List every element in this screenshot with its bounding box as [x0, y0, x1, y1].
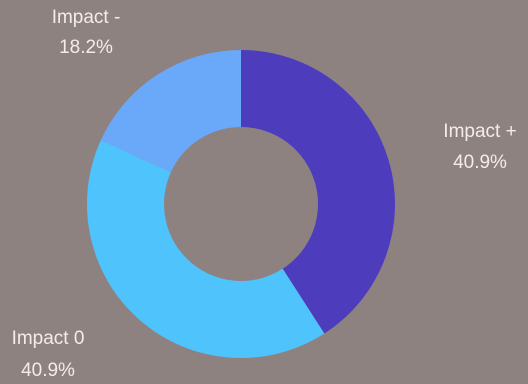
slice-label-impact-minus: Impact - — [52, 7, 121, 28]
slice-label-impact-plus: Impact + — [443, 121, 516, 142]
donut-slices — [86, 50, 395, 358]
slice-impact-zero — [86, 140, 325, 358]
slice-percent-impact-zero: 40.9% — [21, 360, 75, 381]
slice-impact-plus — [241, 50, 395, 334]
slice-impact-minus — [100, 50, 241, 173]
slice-percent-impact-plus: 40.9% — [453, 152, 507, 173]
slice-label-impact-zero: Impact 0 — [12, 328, 85, 349]
slice-percent-impact-minus: 18.2% — [59, 37, 113, 58]
